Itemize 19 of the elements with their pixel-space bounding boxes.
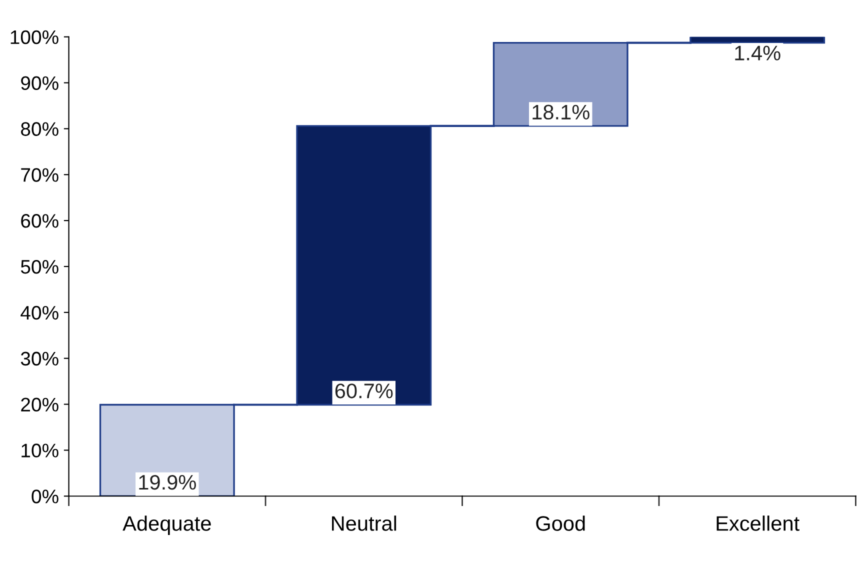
data-label: 1.4% [735,46,780,60]
x-tick-label: Good [536,516,585,531]
y-tick-label: 70% [21,168,58,182]
data-label: 19.9% [139,474,196,490]
x-tick-label: Neutral [332,516,396,531]
y-tick-label: 100% [10,30,58,44]
y-tick-label: 40% [20,306,58,320]
x-tick-label: Excellent [716,516,800,531]
y-tick-label: 50% [20,260,58,274]
data-label: 60.7% [335,384,393,398]
y-tick-label: 80% [21,122,58,136]
y-tick-label: 10% [22,444,58,458]
y-tick-label: 60% [21,214,58,228]
y-tick-label: 20% [21,398,58,412]
y-tick-label: 30% [20,352,58,366]
data-label: 18.1% [532,104,590,120]
y-tick-label: 0% [32,490,58,504]
x-tick-label: Adequate [122,516,211,535]
y-tick-label: 90% [21,76,58,90]
